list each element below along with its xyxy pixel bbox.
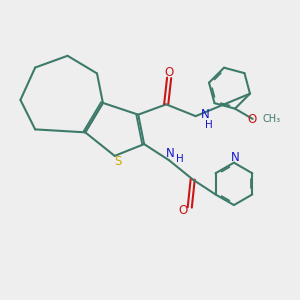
Text: CH₃: CH₃ bbox=[262, 114, 280, 124]
Text: O: O bbox=[248, 113, 257, 126]
Text: N: N bbox=[166, 147, 175, 160]
Text: N: N bbox=[231, 151, 240, 164]
Text: O: O bbox=[178, 205, 188, 218]
Text: O: O bbox=[164, 66, 174, 79]
Text: H: H bbox=[176, 154, 184, 164]
Text: S: S bbox=[114, 155, 121, 168]
Text: N: N bbox=[201, 108, 210, 121]
Text: H: H bbox=[205, 120, 213, 130]
